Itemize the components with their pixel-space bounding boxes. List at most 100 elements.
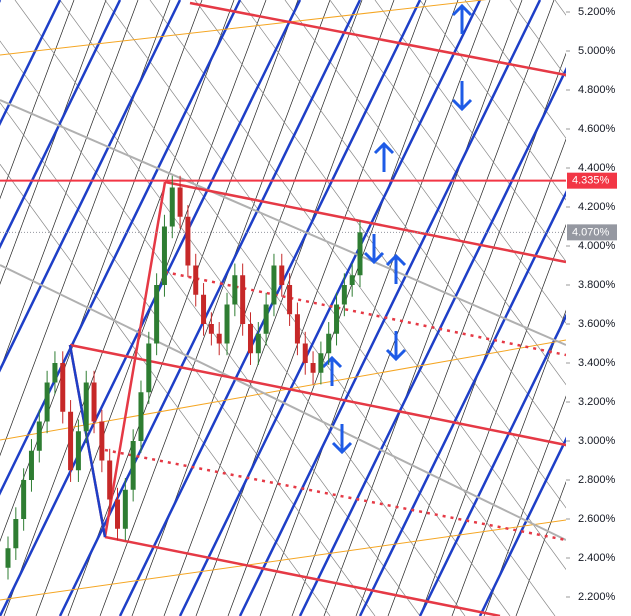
- candle-body: [247, 324, 253, 354]
- arrow: [363, 234, 385, 265]
- fan-line: [355, 0, 587, 616]
- arrow: [451, 3, 473, 34]
- grid-diag: [464, 0, 631, 228]
- candle-body: [13, 519, 19, 549]
- candle-body: [208, 324, 214, 334]
- fan-line: [0, 0, 75, 200]
- fan-line: [515, 306, 631, 616]
- arrow: [321, 355, 343, 386]
- arrow: [373, 141, 395, 172]
- y-tick-label: 2.600%: [578, 513, 616, 525]
- blue-channel: [0, 0, 302, 616]
- y-tick-label: 3.600%: [578, 318, 616, 330]
- candle-body: [357, 232, 363, 276]
- candle-body: [310, 363, 316, 373]
- arrow: [385, 331, 407, 362]
- y-tick-label: 4.400%: [578, 162, 616, 174]
- candle-body: [5, 548, 11, 568]
- candle-body: [341, 284, 347, 305]
- candle-body: [185, 216, 191, 266]
- arrow: [451, 81, 473, 112]
- orange-line: [0, 0, 487, 56]
- y-tick-label: 2.200%: [578, 591, 616, 603]
- y-tick-label: 3.800%: [578, 279, 616, 291]
- fan-line: [67, 0, 299, 616]
- fan-line: [3, 0, 235, 616]
- candle-body: [232, 275, 238, 305]
- candle-body: [255, 333, 261, 354]
- y-axis-panel: [566, 0, 631, 616]
- candle-body: [326, 333, 332, 354]
- y-tick-label: 5.200%: [578, 6, 616, 18]
- grid-diag: [419, 0, 631, 290]
- candle-body: [193, 265, 199, 295]
- pitchfork-blue: [68, 344, 107, 538]
- y-tick-label: 2.400%: [578, 552, 616, 564]
- red-line: [104, 535, 501, 616]
- fan-line: [0, 0, 107, 285]
- blue-channel: [298, 0, 602, 616]
- candle-body: [130, 441, 136, 490]
- price-label-box: [567, 172, 617, 189]
- gray-line: [0, 99, 567, 346]
- candle-body: [161, 226, 167, 285]
- blue-channel: [0, 0, 122, 250]
- arrow: [331, 424, 353, 455]
- blue-channel: [178, 0, 482, 616]
- candle-body: [68, 411, 74, 471]
- y-tick-label: 5.000%: [578, 45, 616, 57]
- candle-body: [334, 304, 340, 334]
- grid-diag: [0, 102, 376, 616]
- candle-body: [154, 284, 160, 344]
- y-axis: 5.200% 5.000% 4.800% 4.600% 4.400% 4.200% 4.00…: [566, 6, 617, 603]
- y-tick-label: 3.400%: [578, 357, 616, 369]
- fan-line: [99, 0, 331, 616]
- blue-channel: [0, 0, 182, 373]
- candle-body: [44, 382, 50, 422]
- candle-body: [52, 363, 58, 383]
- candle-body: [294, 314, 300, 344]
- blue-channel: [238, 0, 542, 616]
- blue-channel: [0, 0, 62, 127]
- candle-body: [91, 382, 97, 422]
- red-line: [189, 1, 567, 77]
- grid-diag: [194, 0, 631, 598]
- fan-line: [163, 0, 395, 616]
- candle-body: [216, 333, 222, 344]
- grid-diag: [14, 0, 466, 616]
- candle-body: [349, 275, 355, 285]
- candle-body: [138, 392, 144, 442]
- fan-line: [0, 0, 171, 457]
- candle-body: [83, 382, 89, 432]
- candle-body: [177, 187, 183, 217]
- grid-diag: [0, 163, 331, 616]
- candle-body: [263, 304, 269, 334]
- price-label: 4.070%: [572, 226, 610, 238]
- candle-body: [271, 265, 277, 305]
- orange-line: [0, 519, 567, 601]
- red-line: [164, 180, 567, 264]
- fan-line: [291, 0, 523, 616]
- candles: [5, 175, 363, 580]
- candle-body: [21, 480, 27, 520]
- arrow: [385, 253, 407, 284]
- gray-line: [0, 264, 567, 541]
- candle-body: [318, 353, 324, 373]
- candle-body: [224, 304, 230, 344]
- grid-diag: [0, 40, 421, 616]
- fan-line: [323, 0, 555, 616]
- candle-body: [240, 275, 246, 325]
- y-tick-label: 4.200%: [578, 201, 616, 213]
- candle-body: [287, 284, 293, 315]
- red-line: [69, 343, 567, 447]
- y-tick-label: 3.200%: [578, 396, 616, 408]
- candle-body: [115, 499, 121, 529]
- fan-line: [195, 0, 427, 616]
- price-label: 4.335%: [572, 175, 610, 187]
- y-tick-label: 4.800%: [578, 84, 616, 96]
- y-tick-label: 3.000%: [578, 435, 616, 447]
- grid-diag: [329, 0, 631, 413]
- candle-body: [36, 421, 42, 451]
